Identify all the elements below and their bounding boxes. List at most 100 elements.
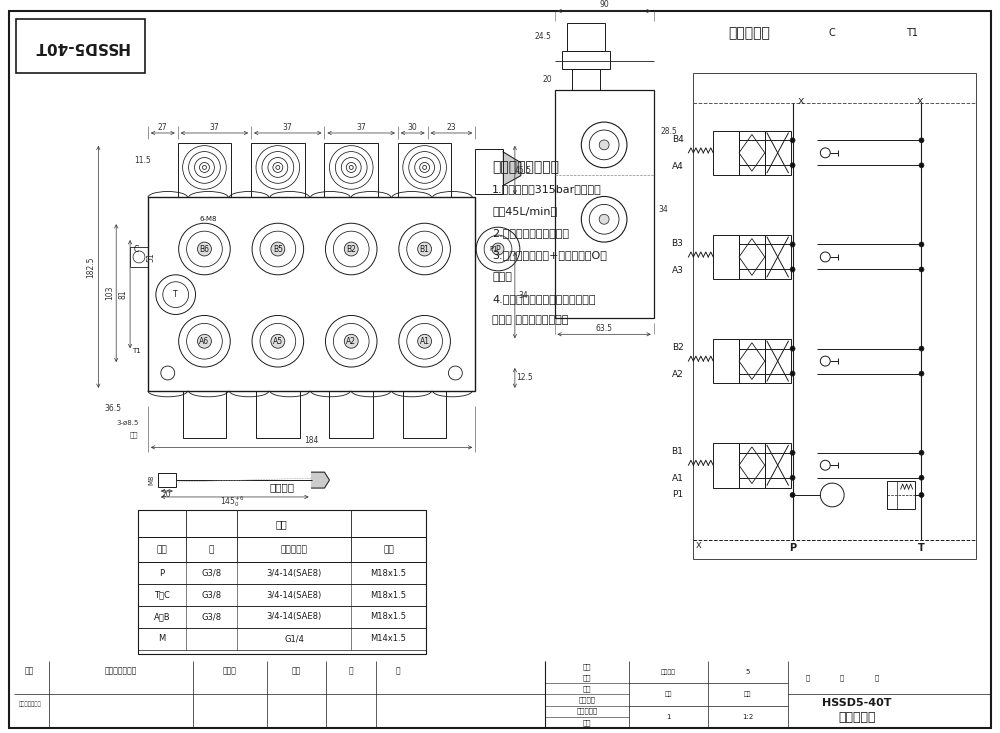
Text: 51: 51 bbox=[146, 252, 155, 262]
Text: 更改人: 更改人 bbox=[223, 666, 237, 675]
Text: C: C bbox=[133, 245, 139, 254]
Text: 日期: 日期 bbox=[292, 666, 301, 675]
Bar bbox=[572, 68, 600, 90]
Text: A2: A2 bbox=[346, 336, 356, 346]
Text: 63.5: 63.5 bbox=[596, 324, 613, 333]
Text: 20: 20 bbox=[162, 490, 172, 499]
Text: 准: 准 bbox=[396, 666, 401, 675]
Text: T: T bbox=[918, 542, 925, 553]
Text: 12.5: 12.5 bbox=[516, 373, 533, 383]
Bar bbox=[403, 391, 446, 438]
Text: 张: 张 bbox=[840, 674, 844, 681]
Text: 23: 23 bbox=[447, 122, 456, 131]
Text: 28.5: 28.5 bbox=[660, 128, 677, 136]
Text: 四联多路阀: 四联多路阀 bbox=[838, 711, 876, 724]
Text: B1: B1 bbox=[672, 447, 683, 457]
Text: 角: 角 bbox=[805, 674, 810, 681]
Bar bbox=[138, 562, 426, 584]
Text: 145$^{+6}_{0}$: 145$^{+6}_{0}$ bbox=[220, 495, 244, 509]
Bar bbox=[713, 130, 739, 175]
Text: 3/4-14(SAE8): 3/4-14(SAE8) bbox=[267, 613, 322, 622]
Bar bbox=[693, 73, 976, 559]
Circle shape bbox=[919, 163, 924, 168]
Bar bbox=[16, 19, 145, 73]
Text: 182.5: 182.5 bbox=[86, 256, 95, 278]
Text: 比例: 比例 bbox=[744, 691, 752, 697]
Text: G3/8: G3/8 bbox=[201, 613, 221, 622]
Text: x: x bbox=[916, 96, 923, 106]
Text: T、C: T、C bbox=[154, 591, 170, 600]
Text: 27: 27 bbox=[158, 122, 168, 131]
Text: P1: P1 bbox=[672, 490, 683, 499]
Text: M18x1.5: M18x1.5 bbox=[370, 591, 406, 600]
Circle shape bbox=[492, 243, 504, 255]
Circle shape bbox=[418, 242, 432, 256]
Bar bbox=[765, 339, 791, 383]
Text: T: T bbox=[173, 290, 178, 299]
Text: 45.5: 45.5 bbox=[514, 166, 531, 174]
Bar bbox=[183, 391, 226, 438]
Text: B2: B2 bbox=[672, 343, 683, 352]
Bar bbox=[887, 481, 915, 509]
Bar bbox=[178, 143, 231, 197]
Text: 数量: 数量 bbox=[665, 691, 672, 697]
Text: 塑镀， 支架后盖为铝本色: 塑镀， 支架后盖为铝本色 bbox=[492, 315, 568, 325]
Bar bbox=[765, 443, 791, 487]
Bar bbox=[148, 197, 475, 391]
Text: 接口: 接口 bbox=[156, 545, 167, 554]
Text: 量：45L/min；: 量：45L/min； bbox=[492, 206, 557, 216]
Bar bbox=[138, 510, 426, 654]
Bar bbox=[739, 130, 765, 175]
Circle shape bbox=[790, 493, 795, 498]
Bar bbox=[138, 537, 426, 562]
Bar bbox=[739, 235, 765, 279]
Bar bbox=[130, 247, 148, 267]
Circle shape bbox=[919, 493, 924, 498]
Text: 37: 37 bbox=[356, 122, 366, 131]
Text: 更点内容或文件: 更点内容或文件 bbox=[104, 666, 137, 675]
Text: A4: A4 bbox=[672, 162, 683, 171]
Bar bbox=[329, 391, 373, 438]
Circle shape bbox=[919, 267, 924, 272]
Text: x: x bbox=[797, 96, 804, 106]
Text: 通孔: 通孔 bbox=[130, 431, 138, 438]
Text: A2: A2 bbox=[672, 370, 683, 379]
Text: M18x1.5: M18x1.5 bbox=[370, 569, 406, 578]
Bar bbox=[713, 443, 739, 487]
Text: 81: 81 bbox=[119, 290, 128, 299]
Bar bbox=[739, 443, 765, 487]
Text: 3-ø8.5: 3-ø8.5 bbox=[117, 419, 139, 426]
Circle shape bbox=[919, 475, 924, 480]
Text: 1:2: 1:2 bbox=[742, 714, 754, 720]
Bar bbox=[138, 510, 426, 537]
Text: 36.5: 36.5 bbox=[105, 404, 122, 413]
Text: A3: A3 bbox=[672, 266, 683, 275]
Circle shape bbox=[271, 242, 285, 256]
Text: HSSD5-40T: HSSD5-40T bbox=[822, 698, 892, 708]
Circle shape bbox=[790, 267, 795, 272]
Circle shape bbox=[599, 214, 609, 224]
Text: P: P bbox=[159, 569, 164, 578]
Text: 24.5: 24.5 bbox=[534, 32, 551, 41]
Bar bbox=[765, 235, 791, 279]
Text: P1: P1 bbox=[489, 246, 498, 252]
Circle shape bbox=[919, 242, 924, 247]
Text: 公制: 公制 bbox=[383, 545, 394, 554]
Circle shape bbox=[919, 450, 924, 455]
Bar bbox=[567, 23, 605, 51]
Text: 标准化检查: 标准化检查 bbox=[576, 708, 597, 715]
Bar bbox=[739, 339, 765, 383]
Bar bbox=[562, 51, 610, 68]
Text: 184: 184 bbox=[304, 436, 319, 445]
Text: 6-M8: 6-M8 bbox=[199, 216, 217, 222]
Text: 1.额定压力：315bar；额定流: 1.额定压力：315bar；额定流 bbox=[492, 185, 602, 194]
Text: 5: 5 bbox=[746, 669, 750, 675]
Bar bbox=[475, 149, 503, 194]
Text: 更点内容或文件: 更点内容或文件 bbox=[19, 701, 41, 707]
Circle shape bbox=[344, 242, 358, 256]
Text: 签: 签 bbox=[349, 666, 354, 675]
Text: M8: M8 bbox=[148, 475, 154, 485]
Bar bbox=[555, 90, 654, 318]
Text: 30: 30 bbox=[408, 122, 418, 131]
Bar bbox=[324, 143, 378, 197]
